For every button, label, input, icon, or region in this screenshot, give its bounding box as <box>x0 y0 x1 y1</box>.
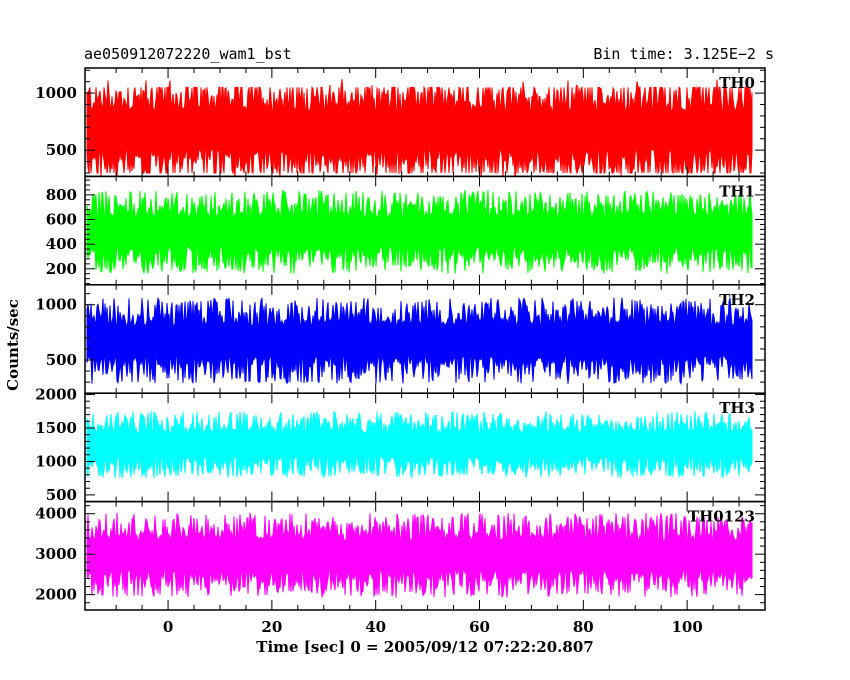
y-tick-label: 2000 <box>35 586 77 604</box>
panel-th1: 200 400 600 800 TH1 <box>46 175 766 286</box>
panel-label-th1: TH1 <box>719 182 755 200</box>
y-axis-label: Counts/sec <box>4 299 22 391</box>
series-th3 <box>86 410 753 479</box>
bin-time-label: Bin time: 3.125E−2 s <box>593 45 774 63</box>
series-th0123 <box>86 512 753 598</box>
y-tick-label: 1000 <box>35 452 77 470</box>
panel-th0: 500 1000 TH0 <box>35 67 766 178</box>
panel-frame <box>84 500 766 611</box>
y-tick-label: 800 <box>46 186 77 204</box>
y-tick-label: 3000 <box>35 545 77 563</box>
series-th0 <box>86 79 753 177</box>
y-tick-label: 500 <box>46 486 77 504</box>
y-tick-label: 1000 <box>35 84 77 102</box>
x-axis-label: Time [sec] 0 = 2005/09/12 07:22:20.807 <box>256 638 594 656</box>
y-tick-label: 4000 <box>35 505 77 523</box>
y-tick-label: 600 <box>46 211 77 229</box>
chart-title: ae050912072220_wam1_bst <box>84 45 292 63</box>
y-tick-label: 2000 <box>35 386 77 404</box>
y-tick-label: 1500 <box>35 419 77 437</box>
x-tick-label: 0 <box>163 618 173 636</box>
panel-th0123: 2000 3000 4000 TH0123 <box>35 500 766 611</box>
panel-th3: 500 1000 1500 2000 TH3 <box>35 386 766 504</box>
series-th1 <box>86 189 753 274</box>
x-tick-label: 20 <box>261 618 282 636</box>
panel-label-th0: TH0 <box>719 74 755 92</box>
x-tick-label: 60 <box>469 618 490 636</box>
x-tick-label: 40 <box>365 618 386 636</box>
y-tick-label: 1000 <box>35 296 77 314</box>
panel-label-th3: TH3 <box>719 399 755 417</box>
y-tick-label: 500 <box>46 351 77 369</box>
series-th2 <box>86 296 753 386</box>
panel-label-th0123: TH0123 <box>688 508 755 526</box>
y-tick-label: 400 <box>46 235 77 253</box>
x-tick-label: 80 <box>573 618 594 636</box>
y-tick-label: 200 <box>46 260 77 278</box>
panel-th2: 500 1000 TH2 <box>35 284 766 394</box>
panel-label-th2: TH2 <box>719 291 755 309</box>
y-tick-label: 500 <box>46 141 77 159</box>
x-tick-label: 100 <box>671 618 702 636</box>
